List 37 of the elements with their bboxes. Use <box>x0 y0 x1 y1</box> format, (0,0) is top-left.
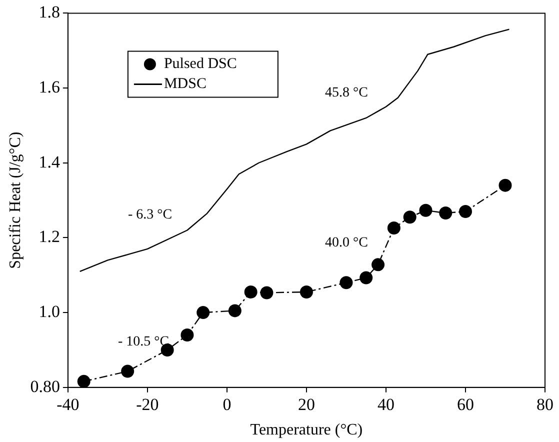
annotation: 45.8 °C <box>325 86 368 101</box>
point <box>403 210 416 224</box>
point <box>498 178 512 192</box>
legend-label: Pulsed DSC <box>164 56 237 72</box>
x-tick-label: -20 <box>136 395 159 414</box>
y-tick-label: 1.6 <box>38 78 60 97</box>
point <box>180 328 194 342</box>
point <box>228 304 242 318</box>
point <box>372 258 385 272</box>
y-tick-label: 1.0 <box>38 302 60 322</box>
point <box>196 306 210 320</box>
annotation: 40.0 °C <box>325 236 368 251</box>
point <box>121 364 134 378</box>
x-tick-label: 40 <box>377 395 394 414</box>
point <box>360 271 373 284</box>
x-tick-label: -40 <box>56 395 80 414</box>
point <box>77 374 90 388</box>
y-tick-label: 0.80 <box>30 376 60 396</box>
x-tick-label: 60 <box>456 395 474 414</box>
legend-label: MDSC <box>164 76 206 92</box>
x-tick-label: 20 <box>298 395 315 414</box>
y-tick-label: 1.4 <box>38 152 60 172</box>
point <box>458 205 472 218</box>
point <box>244 285 258 298</box>
x-tick-label: 80 <box>536 395 554 414</box>
point <box>340 276 353 290</box>
point <box>260 286 274 300</box>
point <box>419 204 432 217</box>
y-axis-title: Specific Heat (J/g°C) <box>6 132 24 269</box>
annotation: - 6.3 °C <box>128 208 172 223</box>
point <box>439 206 452 220</box>
x-tick-label: 0 <box>222 395 232 414</box>
point <box>300 285 313 298</box>
x-axis-title: Temperature (°C) <box>250 422 363 439</box>
y-tick-label: 1.8 <box>38 2 60 22</box>
y-tick-label: 1.2 <box>38 227 60 246</box>
point <box>387 221 400 234</box>
